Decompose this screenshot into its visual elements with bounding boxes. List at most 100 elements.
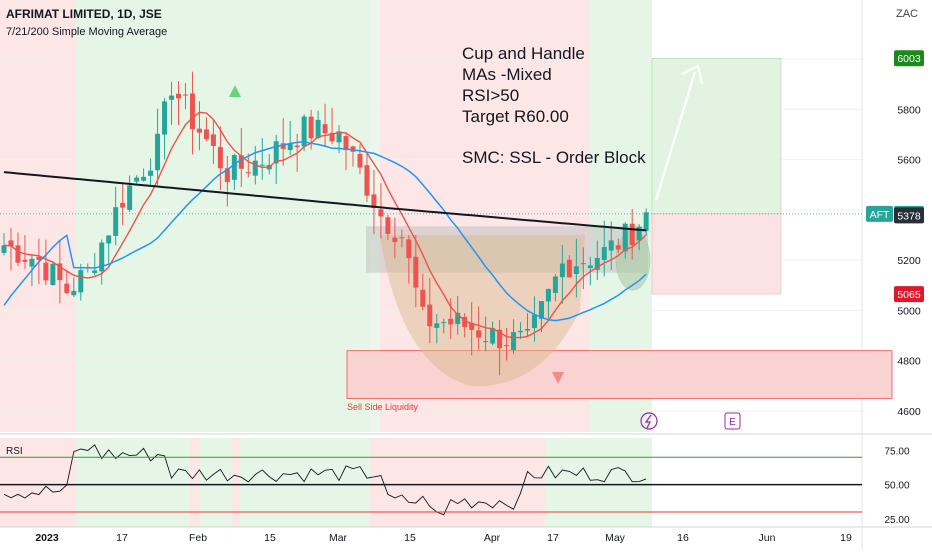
sell-arrow (552, 372, 564, 384)
candle (182, 94, 188, 96)
candle (406, 239, 412, 259)
candle (22, 259, 28, 262)
candle (252, 160, 258, 176)
indicator-legend[interactable]: 7/21/200 Simple Moving Average (6, 26, 168, 38)
time-tick-label: 15 (264, 532, 276, 544)
time-tick-label: Apr (484, 532, 501, 544)
price-tick-label: 4800 (897, 356, 921, 368)
target-arrow (654, 71, 697, 201)
sma200-price-label: 5378 (897, 210, 921, 222)
target-zone (651, 57, 782, 215)
candle (378, 209, 384, 217)
symbol-title[interactable]: AFRIMAT LIMITED, 1D, JSE (6, 7, 162, 21)
rsi-zone (76, 438, 190, 527)
candle (511, 332, 517, 351)
time-tick-label: 15 (404, 532, 416, 544)
candle (322, 124, 328, 134)
candle (329, 132, 335, 142)
ticker-label: AFT (870, 209, 890, 221)
sma-21-line (3, 140, 647, 322)
candle (448, 318, 454, 325)
trend-zone (370, 0, 380, 432)
candle (71, 290, 77, 296)
candle (371, 194, 377, 209)
candle (559, 263, 565, 278)
candle (1, 245, 7, 253)
note-pattern: Cup and Handle (462, 44, 585, 63)
lightning-icon (644, 414, 652, 429)
candle (636, 226, 642, 241)
price-tick-label: 4600 (897, 406, 921, 418)
annotations: Sell Side Liquidity E (229, 64, 741, 430)
target-price-tag (894, 50, 924, 67)
candle (545, 288, 551, 302)
candle (92, 270, 98, 273)
time-tick-label: 2023 (35, 532, 59, 544)
stop-zone (651, 213, 782, 295)
note-rsi: RSI>50 (462, 86, 520, 105)
buy-arrow (229, 85, 241, 97)
candle (99, 242, 105, 272)
time-tick-label: 17 (116, 532, 128, 544)
trend-zone (76, 0, 370, 432)
candle (364, 165, 370, 196)
candle (231, 154, 237, 180)
candle (587, 265, 593, 269)
candle (155, 133, 161, 171)
note-target: Target R60.00 (462, 107, 569, 126)
candle (608, 240, 614, 251)
candle (580, 263, 586, 265)
earnings-icon (640, 412, 658, 430)
candle (385, 217, 391, 234)
candle (245, 172, 251, 174)
candle (629, 223, 635, 245)
note-mas: MAs -Mixed (462, 65, 552, 84)
sell-side-liquidity-zone (346, 350, 893, 399)
rsi-tick-label: 50.00 (884, 481, 909, 492)
candle (336, 131, 342, 143)
candle (203, 129, 209, 140)
candle (176, 93, 181, 99)
candle (210, 134, 216, 147)
time-tick-label: Feb (189, 532, 207, 544)
candle (106, 235, 112, 244)
candle (78, 270, 84, 293)
candle (259, 164, 265, 166)
candle (413, 256, 419, 288)
target-price-label: 6003 (897, 53, 921, 65)
rsi-tick-label: 75.00 (884, 446, 909, 457)
rsi-label: RSI (6, 446, 23, 457)
rsi-panel: RSI 75.00 50.00 25.00 (0, 444, 910, 526)
candle (134, 177, 140, 182)
candle (490, 328, 496, 344)
candle (483, 341, 489, 343)
candle (43, 262, 49, 281)
rsi-zone (200, 438, 232, 527)
candle (525, 328, 530, 331)
candle (36, 256, 42, 260)
candle (280, 143, 286, 149)
candle (29, 258, 35, 267)
sell-side-liquidity-label: Sell Side Liquidity (347, 402, 419, 412)
trend-zone (0, 0, 76, 432)
candle (217, 147, 223, 169)
ticker-tag (866, 205, 893, 222)
candle (643, 212, 649, 231)
price-tick-label: 5000 (897, 305, 921, 317)
rsi-zone (240, 438, 370, 527)
rsi-zone (232, 438, 240, 527)
candle (308, 116, 314, 139)
candle (343, 136, 349, 150)
candle (594, 257, 600, 270)
candle (399, 237, 405, 239)
candle (8, 240, 14, 247)
candle (441, 322, 447, 324)
candle (64, 283, 70, 294)
candle (615, 245, 621, 250)
candle (455, 312, 461, 325)
currency-label: ZAC (896, 8, 918, 20)
candle (601, 246, 607, 260)
candle (357, 153, 363, 168)
sma200-price-tag (894, 207, 924, 224)
